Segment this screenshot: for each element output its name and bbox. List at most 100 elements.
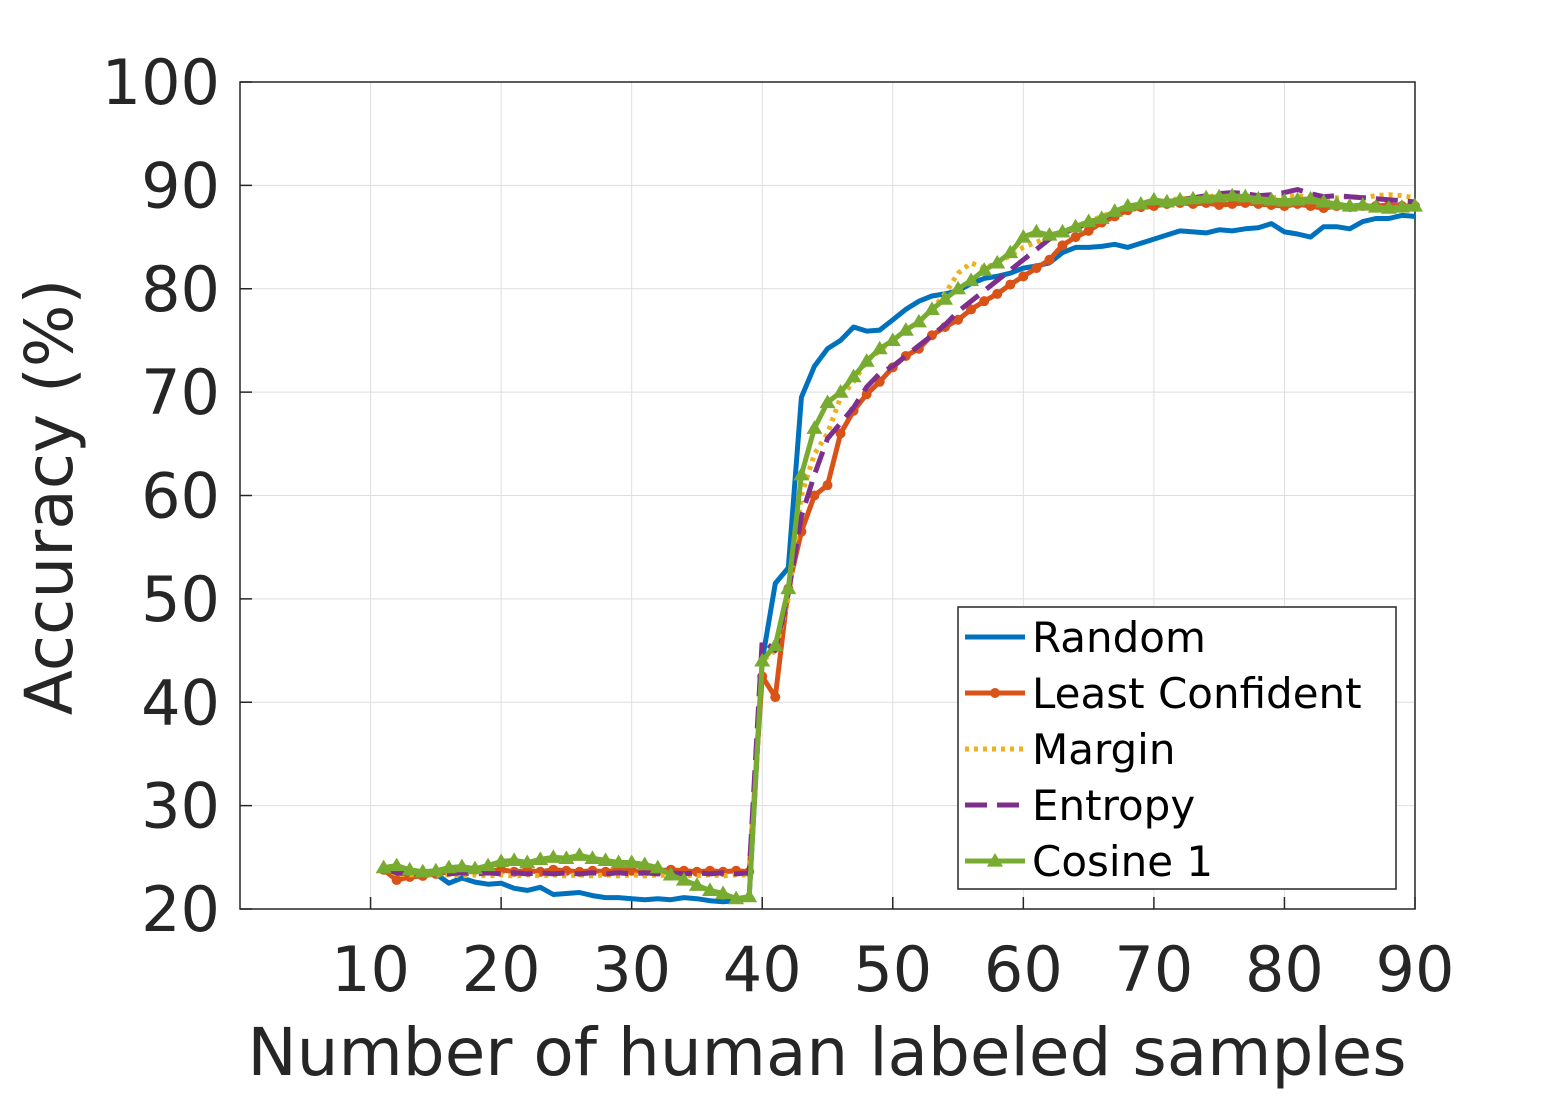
- data-point: [976, 262, 993, 276]
- data-point: [1031, 263, 1042, 274]
- x-tick-label: 10: [331, 933, 410, 1006]
- data-point: [1354, 197, 1371, 211]
- x-tick-label: 60: [984, 933, 1063, 1006]
- data-point: [992, 288, 1003, 299]
- data-point: [1250, 190, 1267, 205]
- data-point: [1145, 191, 1162, 206]
- data-point: [1227, 198, 1238, 209]
- data-point: [1005, 279, 1016, 290]
- data-point: [1041, 226, 1058, 241]
- data-point: [741, 888, 758, 903]
- data-point: [835, 428, 846, 439]
- data-point: [1393, 199, 1410, 213]
- data-point: [1302, 190, 1319, 205]
- data-point: [375, 859, 392, 874]
- data-point: [1185, 190, 1202, 205]
- data-point: [1080, 213, 1097, 228]
- series-line: [382, 187, 1416, 877]
- data-point: [1093, 210, 1110, 225]
- y-tick-label: 40: [141, 666, 220, 739]
- data-point: [767, 637, 784, 651]
- data-point: [519, 854, 536, 869]
- legend-item: Margin: [965, 725, 1175, 774]
- data-point: [610, 854, 627, 869]
- data-point: [1158, 193, 1175, 208]
- y-tick-label: 70: [141, 356, 220, 429]
- data-point: [770, 692, 781, 703]
- data-point: [1380, 200, 1397, 214]
- y-tick-label: 80: [141, 253, 220, 326]
- data-point: [728, 890, 745, 905]
- data-point: [597, 852, 614, 867]
- data-point: [1172, 191, 1188, 206]
- data-point: [963, 272, 980, 287]
- data-point: [1018, 271, 1029, 282]
- data-point: [558, 850, 575, 864]
- data-point: [675, 872, 692, 886]
- data-point: [440, 859, 457, 874]
- data-point: [1028, 223, 1045, 238]
- data-point: [532, 851, 549, 865]
- legend-marker: [987, 853, 1003, 867]
- x-tick-label: 30: [592, 933, 671, 1006]
- legend-label: Margin: [1032, 725, 1175, 774]
- legend-label: Entropy: [1032, 781, 1195, 830]
- data-point: [1211, 188, 1228, 203]
- data-point: [1237, 188, 1254, 203]
- legend-items: Random Least Confident Margin Entropy Cosine…: [965, 613, 1362, 886]
- data-point: [754, 652, 771, 667]
- data-point: [871, 340, 888, 355]
- series-line: [382, 212, 1416, 905]
- data-point: [1328, 195, 1345, 210]
- data-point: [809, 490, 820, 501]
- y-tick-label: 100: [102, 46, 220, 119]
- data-point: [897, 322, 914, 336]
- data-point: [989, 254, 1006, 269]
- data-point: [414, 863, 431, 878]
- data-point: [950, 280, 967, 295]
- x-tick-label: 70: [1114, 933, 1193, 1006]
- data-point: [1276, 192, 1293, 207]
- data-point: [1407, 198, 1423, 212]
- data-point: [1214, 200, 1225, 211]
- x-tick-label: 50: [853, 933, 932, 1006]
- data-point: [453, 858, 470, 873]
- x-axis-title: Number of human labeled samples: [247, 1014, 1406, 1091]
- data-point: [1054, 223, 1071, 238]
- legend-item: Entropy: [965, 781, 1195, 830]
- data-point: [427, 862, 444, 877]
- data-point: [1263, 191, 1280, 206]
- data-point: [506, 852, 523, 867]
- series-group: [375, 187, 1423, 905]
- data-point: [1015, 229, 1032, 243]
- data-point: [1119, 198, 1136, 212]
- data-point: [467, 860, 483, 875]
- data-point: [391, 875, 402, 886]
- legend-item: Cosine 1: [965, 837, 1213, 886]
- data-point: [571, 847, 588, 861]
- x-tick-label: 90: [1376, 933, 1455, 1006]
- data-point: [702, 882, 718, 896]
- data-point: [1067, 218, 1084, 233]
- data-point: [1070, 232, 1081, 243]
- data-point: [937, 291, 953, 305]
- legend-label: Random: [1032, 613, 1206, 662]
- y-axis-title: Accuracy (%): [11, 279, 88, 716]
- x-tick-label: 80: [1245, 933, 1324, 1006]
- data-point: [858, 353, 875, 367]
- data-point: [636, 856, 653, 871]
- data-point: [884, 332, 901, 347]
- data-point: [662, 866, 679, 881]
- data-point: [979, 296, 990, 307]
- data-point: [806, 420, 823, 434]
- x-tick-label: 20: [462, 933, 541, 1006]
- data-point: [819, 394, 836, 409]
- legend-box: [957, 606, 1397, 890]
- data-point: [584, 850, 601, 864]
- legend-item: Random: [965, 613, 1206, 662]
- legend-label: Cosine 1: [1032, 837, 1213, 886]
- data-point: [480, 857, 497, 872]
- y-tick-label: 60: [141, 460, 220, 533]
- data-point: [623, 854, 640, 869]
